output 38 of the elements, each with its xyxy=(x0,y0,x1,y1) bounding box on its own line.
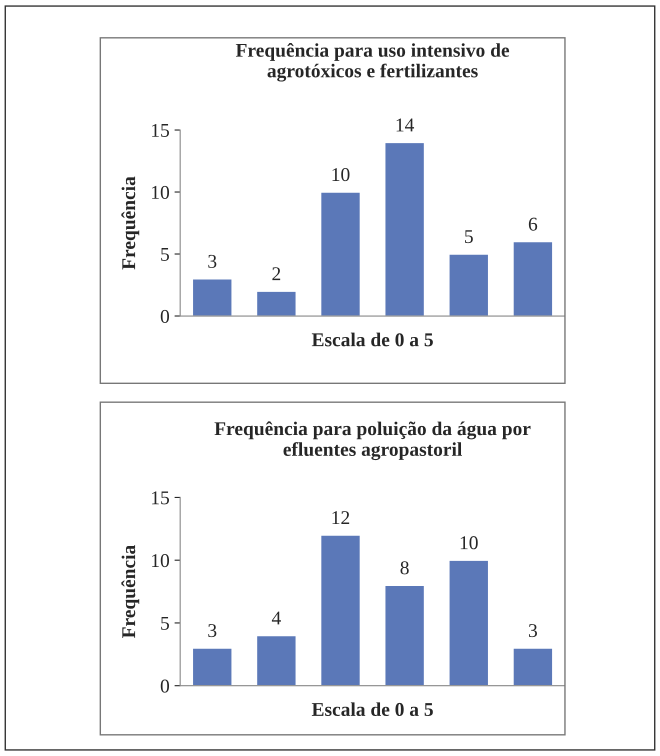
data-label: 5 xyxy=(465,230,473,244)
data-label: 3 xyxy=(208,624,216,638)
y-tick-label: 10 xyxy=(152,554,170,568)
bar xyxy=(512,240,554,316)
bar xyxy=(448,253,490,316)
bar xyxy=(256,290,297,316)
y-tick-label: 15 xyxy=(152,124,170,137)
y-tick-label: 5 xyxy=(161,616,170,630)
bar xyxy=(384,584,426,686)
data-label: 8 xyxy=(400,561,409,574)
bar xyxy=(256,634,297,686)
y-tick-label: 15 xyxy=(152,491,170,504)
bar xyxy=(192,278,233,316)
y-axis-title: Frequência xyxy=(121,176,140,270)
data-label: 10 xyxy=(332,168,350,182)
data-label: 10 xyxy=(460,536,478,550)
bar xyxy=(384,142,426,316)
y-axis-title: Frequência xyxy=(121,545,140,638)
y-tick-label: 0 xyxy=(160,310,170,323)
data-label: 3 xyxy=(528,624,537,638)
data-label: 14 xyxy=(396,118,414,132)
data-label: 2 xyxy=(272,267,280,280)
data-label: 4 xyxy=(272,612,281,624)
y-tick-label: 10 xyxy=(152,186,170,199)
chart-title: Frequência para uso intensivo de agrotóxicos e fertilizantes xyxy=(236,42,510,82)
bar xyxy=(512,647,554,686)
data-label: 12 xyxy=(332,511,350,524)
data-label: 6 xyxy=(528,218,538,231)
x-axis-title: Escala de 0 a 5 xyxy=(312,702,433,716)
chart-title: Frequência para poluição da água por efluentes agropastoril xyxy=(214,421,531,460)
bar xyxy=(320,534,362,686)
y-tick-label: 5 xyxy=(161,248,170,261)
bar xyxy=(320,191,362,316)
bar xyxy=(192,647,233,686)
x-axis-title: Escala de 0 a 5 xyxy=(312,332,433,346)
bar xyxy=(448,560,490,686)
data-label: 3 xyxy=(208,254,216,268)
y-tick-label: 0 xyxy=(160,680,170,693)
